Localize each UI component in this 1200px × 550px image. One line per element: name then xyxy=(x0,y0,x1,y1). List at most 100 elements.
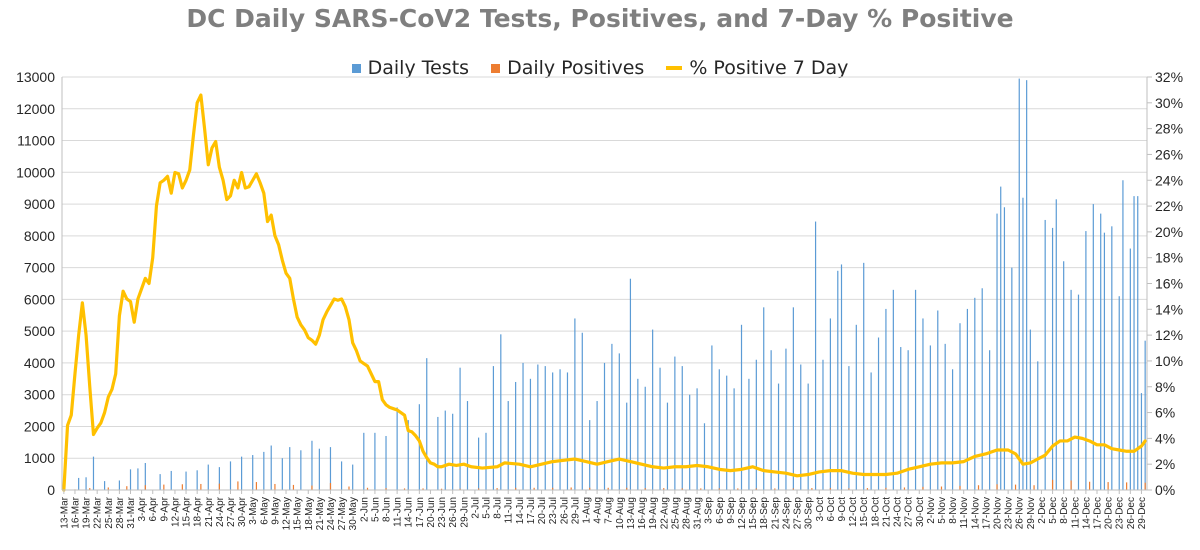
bar-daily-tests xyxy=(270,445,272,490)
x-tick-label: 21-Apr xyxy=(204,496,215,527)
y-tick-label-left: 7000 xyxy=(24,260,55,276)
bar-daily-tests xyxy=(944,343,946,490)
bar-daily-tests xyxy=(1129,248,1131,490)
bar-daily-tests xyxy=(170,470,172,490)
y-tick-label-right: 0% xyxy=(1155,482,1175,498)
bar-daily-tests xyxy=(507,401,509,490)
x-tick-label: 19-Mar xyxy=(82,496,93,528)
bar-daily-positives xyxy=(996,484,998,490)
y-tick-label-left: 13000 xyxy=(16,69,55,85)
bar-daily-positives xyxy=(1070,480,1072,490)
x-tick-label: 23-Nov xyxy=(1004,497,1015,529)
bar-daily-tests xyxy=(733,388,735,490)
bar-daily-positives xyxy=(1144,482,1146,490)
y-tick-label-left: 12000 xyxy=(16,101,55,117)
chart-title: DC Daily SARS-CoV2 Tests, Positives, and… xyxy=(186,4,1014,33)
x-tick-label: 6-Oct xyxy=(826,497,837,522)
bar-daily-tests xyxy=(581,332,583,490)
bar-daily-tests xyxy=(1018,78,1020,490)
bar-daily-tests xyxy=(196,470,198,490)
legend-label-pct-positive: % Positive 7 Day xyxy=(689,57,849,79)
x-tick-label: 18-Apr xyxy=(193,496,204,527)
bar-daily-positives xyxy=(385,488,387,490)
x-tick-label: 3-Sep xyxy=(704,497,715,524)
bar-daily-tests xyxy=(407,420,409,490)
legend-swatch-pct-positive xyxy=(666,66,683,70)
bar-daily-tests xyxy=(974,297,976,490)
bar-daily-positives xyxy=(1089,481,1091,490)
bar-daily-positives xyxy=(478,488,480,490)
bar-daily-positives xyxy=(589,487,591,490)
bar-daily-tests xyxy=(129,469,132,490)
bar-daily-tests xyxy=(959,323,961,490)
bar-daily-tests xyxy=(459,367,461,490)
bar-daily-tests xyxy=(252,455,254,490)
x-tick-label: 16-Aug xyxy=(637,497,648,529)
bar-daily-tests xyxy=(1000,186,1002,490)
x-tick-label: 12-May xyxy=(282,497,293,530)
bar-daily-tests xyxy=(78,477,80,490)
bar-daily-tests xyxy=(159,474,161,490)
y-tick-label-right: 2% xyxy=(1155,456,1175,472)
x-tick-label: 24-Oct xyxy=(893,497,904,527)
x-tick-label: 12-Sep xyxy=(737,497,748,530)
y-tick-label-left: 6000 xyxy=(24,291,55,307)
bar-daily-positives xyxy=(977,485,980,490)
bar-daily-tests xyxy=(452,413,454,490)
x-tick-label: 21-Sep xyxy=(770,497,781,530)
x-tick-label: 23-Jun xyxy=(437,497,448,528)
x-tick-label: 27-Oct xyxy=(904,497,915,527)
bar-daily-tests xyxy=(914,289,917,490)
bar-daily-tests xyxy=(755,359,757,490)
bar-daily-tests xyxy=(537,364,539,490)
x-tick-label: 3-Apr xyxy=(137,496,148,521)
y-tick-label-right: 26% xyxy=(1155,146,1183,162)
bar-daily-tests xyxy=(1085,231,1087,490)
bar-daily-positives xyxy=(626,487,628,490)
bar-daily-tests xyxy=(837,270,839,490)
line-pct-positive xyxy=(62,93,1147,492)
x-tick-label: 15-Apr xyxy=(182,496,193,527)
bar-daily-positives xyxy=(107,487,109,490)
bar-daily-tests xyxy=(559,369,561,490)
x-tick-label: 14-Jul xyxy=(515,497,526,524)
bar-daily-positives xyxy=(848,488,850,490)
x-tick-label: 15-May xyxy=(293,497,304,530)
x-tick-label: 21-Oct xyxy=(881,497,892,527)
bar-daily-positives xyxy=(959,485,961,490)
bar-daily-positives xyxy=(940,486,943,490)
bar-daily-tests xyxy=(929,345,931,490)
bar-daily-tests xyxy=(218,467,220,490)
bar-daily-tests xyxy=(444,410,446,490)
bar-daily-positives xyxy=(570,487,572,490)
bar-daily-positives xyxy=(440,488,443,490)
bar-daily-tests xyxy=(785,348,787,490)
bar-daily-tests xyxy=(996,213,998,491)
y-tick-label-right: 12% xyxy=(1155,327,1183,343)
bar-daily-tests xyxy=(426,358,428,490)
y-tick-label-right: 6% xyxy=(1155,405,1175,421)
y-tick-label-left: 3000 xyxy=(24,387,55,403)
bar-daily-tests xyxy=(1070,289,1072,490)
y-tick-label-left: 5000 xyxy=(24,323,55,339)
x-tick-label: 20-Jul xyxy=(537,497,548,524)
x-tick-label: 30-May xyxy=(348,497,359,530)
bar-daily-tests xyxy=(437,416,439,490)
bar-daily-tests xyxy=(1077,294,1080,490)
bar-daily-positives xyxy=(922,486,924,490)
bar-daily-tests xyxy=(829,318,831,490)
bar-daily-tests xyxy=(185,471,187,490)
y-tick-label-left: 1000 xyxy=(24,450,55,466)
x-tick-label: 17-Dec xyxy=(1093,497,1104,529)
x-tick-label: 18-Sep xyxy=(759,497,770,530)
bar-daily-tests xyxy=(740,324,743,490)
bar-daily-positives xyxy=(126,486,128,490)
x-tick-label: 28-Aug xyxy=(681,497,692,529)
legend-swatch-daily-positives xyxy=(491,63,501,73)
x-tick-label: 10-Aug xyxy=(615,497,626,529)
x-tick-label: 5-Dec xyxy=(1048,497,1059,524)
x-tick-label: 8-Jun xyxy=(382,497,393,522)
bar-daily-tests xyxy=(241,456,243,490)
x-tick-label: 9-Apr xyxy=(159,496,170,521)
bar-daily-tests xyxy=(907,350,909,490)
